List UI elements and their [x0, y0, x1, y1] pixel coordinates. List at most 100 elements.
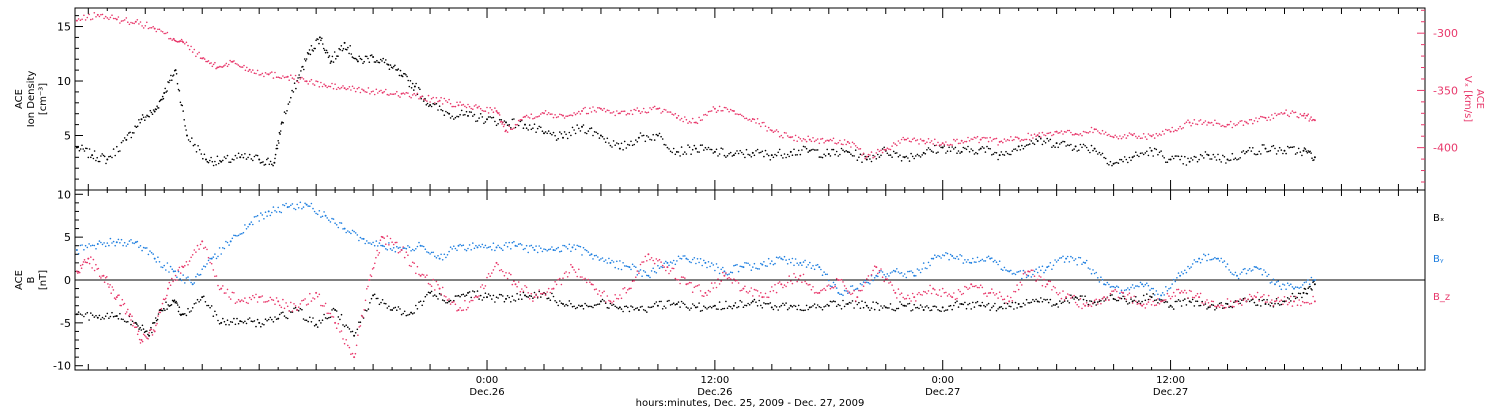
data-dot — [427, 291, 430, 294]
data-dot — [918, 269, 920, 271]
data-dot — [361, 88, 363, 90]
data-dot — [627, 306, 629, 309]
data-dot — [234, 323, 237, 326]
data-dot — [843, 305, 846, 308]
data-dot — [141, 324, 144, 327]
data-dot — [1063, 130, 1066, 133]
data-dot — [752, 295, 754, 297]
data-point — [486, 118, 488, 121]
data-dot — [1174, 295, 1177, 297]
data-point — [922, 309, 925, 311]
data-dot — [309, 292, 311, 295]
data-dot — [582, 124, 585, 126]
data-dot — [378, 242, 381, 244]
data-dot — [218, 323, 221, 325]
data-dot — [571, 305, 574, 308]
data-dot — [209, 159, 211, 162]
data-dot — [658, 267, 661, 270]
data-dot — [1229, 300, 1232, 303]
data-dot — [335, 310, 338, 312]
data-dot — [109, 16, 112, 19]
data-dot — [517, 124, 520, 127]
data-dot — [134, 125, 136, 127]
data-dot — [1196, 260, 1199, 263]
data-dot — [722, 109, 724, 112]
data-dot — [1291, 305, 1294, 307]
data-point — [258, 321, 261, 324]
data-dot — [78, 271, 81, 274]
data-dot — [495, 296, 498, 299]
data-dot — [1210, 258, 1213, 261]
data-dot — [354, 90, 357, 93]
data-dot — [786, 281, 789, 284]
data-dot — [524, 285, 526, 287]
data-dot — [891, 284, 893, 286]
data-point — [865, 304, 868, 307]
data-dot — [851, 141, 854, 144]
data-dot — [141, 340, 144, 343]
data-dot — [1165, 128, 1167, 131]
data-dot — [104, 245, 107, 248]
data-dot — [146, 330, 148, 332]
data-dot — [698, 302, 700, 304]
data-dot — [1003, 154, 1006, 156]
data-dot — [620, 297, 623, 300]
data-dot — [456, 101, 458, 104]
data-dot — [268, 163, 271, 166]
data-dot — [1122, 295, 1124, 298]
data-dot — [869, 158, 871, 160]
data-dot — [328, 312, 330, 315]
data-dot — [1220, 304, 1222, 306]
data-dot — [332, 316, 335, 318]
data-dot — [124, 312, 127, 315]
data-dot — [712, 152, 715, 154]
data-dot — [337, 316, 340, 318]
data-dot — [378, 90, 381, 93]
data-dot — [926, 292, 928, 295]
data-dot — [886, 273, 889, 275]
data-dot — [1024, 304, 1026, 306]
data-dot — [726, 155, 729, 157]
data-point — [1245, 150, 1248, 153]
data-dot — [146, 21, 148, 24]
data-point — [277, 317, 280, 320]
data-dot — [853, 155, 855, 157]
data-dot — [1078, 134, 1080, 136]
data-dot — [421, 245, 424, 247]
data-dot — [953, 138, 955, 141]
data-dot — [207, 60, 210, 62]
data-dot — [1011, 301, 1014, 304]
data-dot — [617, 268, 620, 270]
data-dot — [371, 54, 373, 56]
bottom-x-ticks — [87, 190, 1418, 370]
data-dot — [487, 273, 490, 275]
data-dot — [1177, 155, 1180, 158]
data-dot — [1103, 156, 1105, 159]
data-dot — [1199, 304, 1202, 307]
data-dot — [90, 312, 92, 314]
data-dot — [156, 105, 158, 107]
data-dot — [318, 293, 321, 296]
data-dot — [739, 113, 741, 116]
data-dot — [402, 312, 405, 315]
data-dot — [796, 154, 798, 156]
data-point — [1055, 130, 1058, 133]
data-dot — [968, 140, 971, 142]
data-dot — [112, 315, 115, 318]
data-dot — [536, 295, 539, 298]
data-dot — [1101, 152, 1104, 155]
data-dot — [979, 259, 982, 262]
data-dot — [943, 143, 946, 146]
data-dot — [184, 264, 186, 267]
data-dot — [1062, 255, 1064, 258]
data-dot — [1136, 301, 1139, 304]
data-dot — [760, 292, 762, 294]
data-dot — [1277, 296, 1279, 299]
data-point — [1055, 142, 1058, 145]
data-dot — [608, 142, 610, 144]
data-dot — [364, 242, 367, 245]
data-dot — [744, 156, 746, 159]
data-dot — [519, 294, 522, 296]
data-dot — [1084, 131, 1086, 133]
data-dot — [392, 93, 395, 95]
